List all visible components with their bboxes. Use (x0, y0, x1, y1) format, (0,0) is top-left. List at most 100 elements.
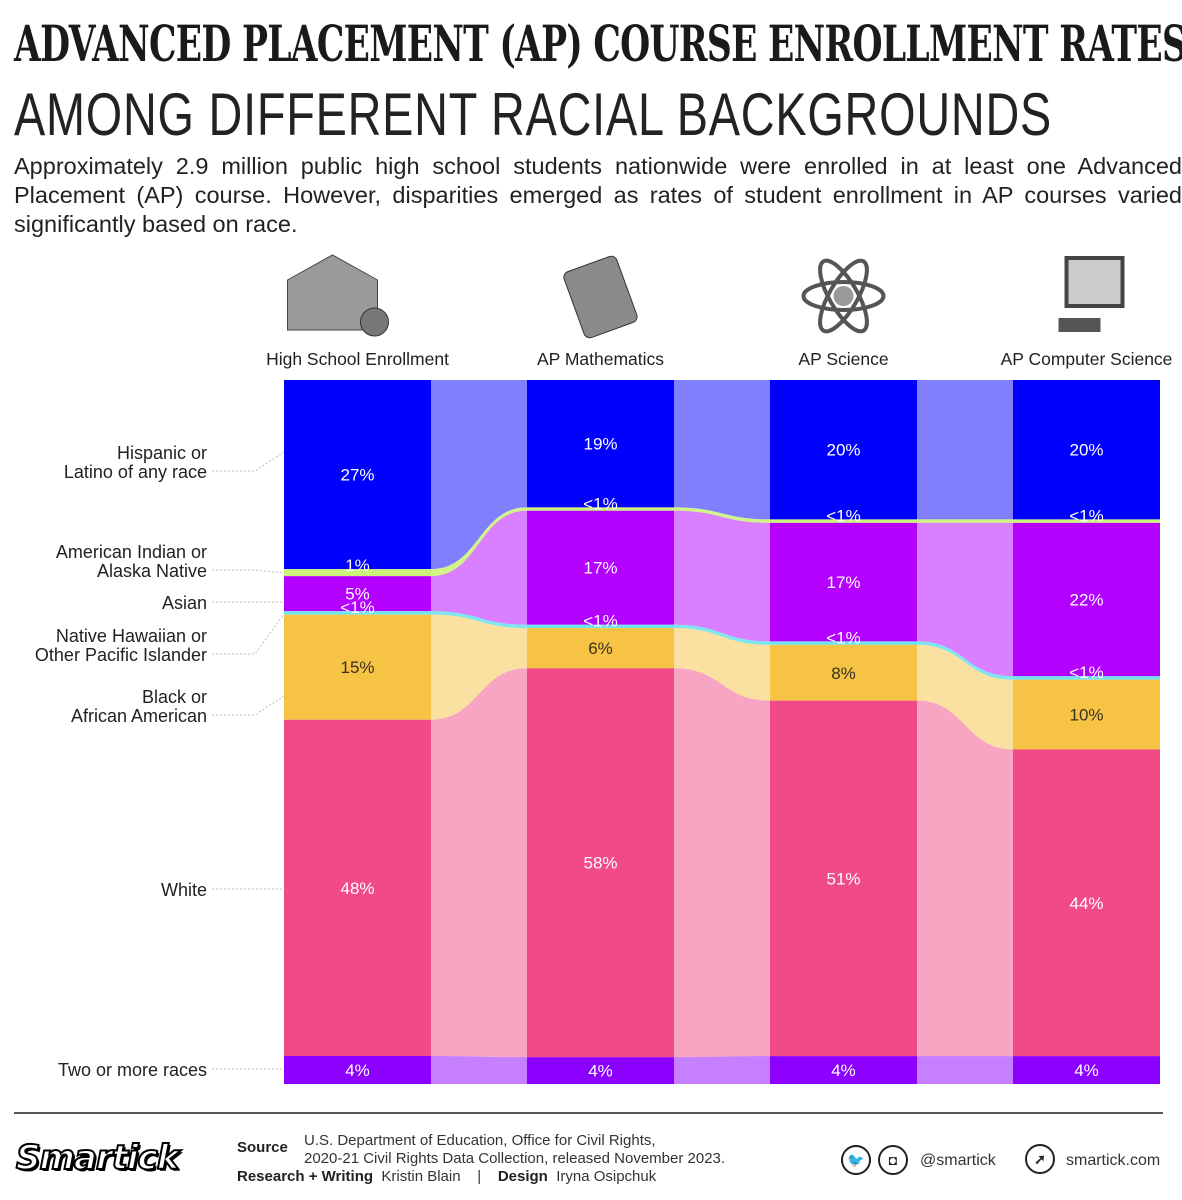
series-label: African American (71, 706, 207, 726)
bar-segment (284, 380, 431, 570)
flow-band (431, 614, 527, 720)
series-label: Black or (142, 687, 207, 707)
data-label: 17% (826, 573, 860, 592)
data-label: 20% (1069, 441, 1103, 460)
separator: | (477, 1168, 482, 1185)
research-name: Kristin Blain (381, 1168, 461, 1185)
data-label: 1% (345, 556, 370, 575)
flow-band (674, 507, 770, 523)
bar-segment (527, 380, 674, 508)
flow-band (917, 1056, 1013, 1084)
data-label: 8% (831, 664, 856, 683)
series-label: Latino of any race (64, 462, 207, 482)
math-calculator-icon (563, 255, 638, 339)
flow-band (674, 624, 770, 645)
computer-icon (1058, 256, 1125, 332)
data-label: <1% (826, 628, 861, 647)
flow-band (431, 611, 527, 629)
intro-text: Approximately 2.9 million public high sc… (14, 153, 1182, 237)
data-label: 4% (1074, 1061, 1099, 1080)
bar-segment (770, 380, 917, 520)
series-label: Hispanic or (117, 443, 207, 463)
bar-segment (1013, 749, 1160, 1057)
flow-band (917, 644, 1013, 750)
flow-band (431, 510, 527, 625)
series-label: Two or more races (58, 1060, 207, 1080)
category-label: AP Mathematics (537, 349, 664, 369)
leader-line (212, 613, 285, 655)
series-label: Alaska Native (97, 561, 207, 581)
bar-segment (770, 522, 917, 642)
bar-segment (770, 644, 917, 701)
flow-band (917, 380, 1013, 520)
data-label: 44% (1069, 894, 1103, 913)
atom-icon (801, 258, 886, 334)
social-handle[interactable]: @smartick (920, 1152, 996, 1169)
bar-segment (770, 519, 917, 523)
flow-band (917, 522, 1013, 677)
series-label: American Indian or (56, 542, 207, 562)
bar-segment (284, 1055, 431, 1084)
data-label: 58% (583, 854, 617, 873)
data-label: 4% (345, 1061, 370, 1080)
bar-segment (527, 624, 674, 629)
bar-segment (284, 576, 431, 612)
bar-segment (527, 628, 674, 669)
flow-band (431, 668, 527, 1058)
category-label: High School Enrollment (266, 349, 449, 369)
flow-band (917, 519, 1013, 523)
data-label: 48% (340, 879, 374, 898)
bar-segment (1013, 1056, 1160, 1084)
flow-band (674, 628, 770, 701)
bar-segment (284, 611, 431, 615)
chart-title: ADVANCED PLACEMENT (AP) COURSE ENROLLMEN… (14, 14, 1182, 73)
source-line-2: 2020-21 Civil Rights Data Collection, re… (304, 1150, 726, 1167)
flow-band (674, 1056, 770, 1084)
smartick-logo: Smartick (15, 1137, 180, 1179)
bar-segment (527, 1057, 674, 1084)
leader-line (212, 695, 285, 716)
bar-segment (1013, 519, 1160, 523)
leader-line (212, 451, 285, 472)
data-label: <1% (826, 506, 861, 525)
data-label: 5% (345, 585, 370, 604)
bar-segment (1013, 522, 1160, 677)
cursor-icon: ➚ (1025, 1144, 1055, 1174)
data-label: 10% (1069, 706, 1103, 725)
flow-band (431, 380, 527, 570)
research-label: Research + Writing (237, 1168, 374, 1185)
series-label: White (161, 880, 207, 900)
flow-band (674, 510, 770, 642)
footer-divider (14, 1112, 1163, 1114)
instagram-icon[interactable]: ◘ (878, 1145, 908, 1175)
data-label: 4% (588, 1062, 613, 1081)
data-label: 4% (831, 1061, 856, 1080)
website-link[interactable]: smartick.com (1066, 1152, 1161, 1169)
bar-segment (284, 569, 431, 577)
data-label: 19% (583, 435, 617, 454)
data-label: <1% (1069, 663, 1104, 682)
data-label: <1% (340, 598, 375, 617)
data-label: <1% (1069, 506, 1104, 525)
data-label: 51% (826, 869, 860, 888)
bar-segment (527, 668, 674, 1058)
alluvial-chart: 27%1%5%<1%15%48%4%High School Enrollment… (35, 254, 1172, 1084)
series-label: Native Hawaiian or (56, 626, 207, 646)
flow-band (431, 507, 527, 577)
series-label: Other Pacific Islander (35, 645, 207, 665)
flow-band (674, 380, 770, 520)
data-label: 15% (340, 658, 374, 677)
design-label: Design (497, 1168, 548, 1185)
data-label: 6% (588, 639, 613, 658)
source-label: Source (237, 1139, 288, 1156)
data-label: 20% (826, 441, 860, 460)
flow-band (917, 641, 1013, 680)
series-label: Asian (162, 593, 207, 613)
bar-segment (284, 719, 431, 1056)
bar-segment (770, 700, 917, 1057)
data-label: 27% (340, 466, 374, 485)
category-label: AP Science (798, 349, 888, 369)
twitter-icon[interactable]: 🐦 (841, 1145, 871, 1175)
chart-subtitle: AMONG DIFFERENT RACIAL BACKGROUNDS (14, 81, 1053, 148)
school-building-icon (287, 254, 389, 337)
